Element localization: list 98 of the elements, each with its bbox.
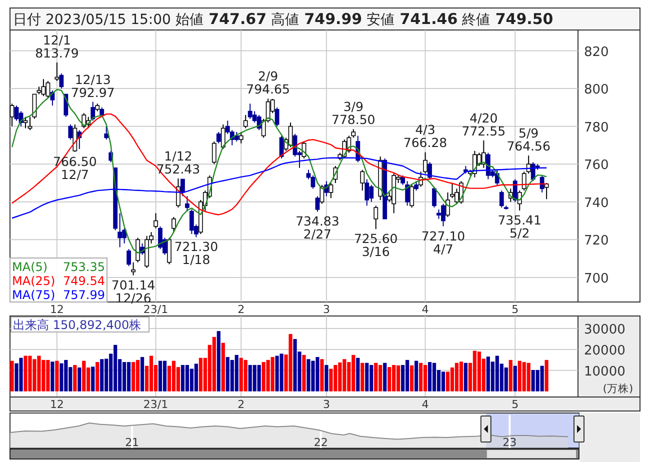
- x-tick-label: 21: [125, 436, 140, 449]
- annotation: 4/3 766.28: [403, 122, 448, 150]
- annotation: 2/9 794.65: [246, 68, 290, 97]
- annotation: 721.30 1/18: [174, 239, 218, 268]
- bar: [82, 360, 86, 392]
- bar: [428, 362, 432, 392]
- bar: [365, 362, 369, 392]
- annotation: 5/9 764.56: [506, 126, 550, 154]
- bar: [540, 366, 544, 392]
- bar: [194, 364, 198, 392]
- legend: MA(5) 753.35 MA(25) 749.54 MA(75) 757.99: [10, 258, 108, 302]
- y-tick-label: 760: [584, 158, 609, 174]
- bar: [302, 354, 306, 392]
- bar: [10, 360, 14, 392]
- bar: [78, 367, 82, 392]
- bar: [55, 360, 59, 392]
- bar: [244, 360, 248, 392]
- bar: [221, 342, 225, 392]
- bar: [329, 368, 333, 392]
- bar: [388, 367, 392, 392]
- bar: [450, 367, 454, 392]
- x-tick-label: 23/1: [143, 303, 168, 316]
- bar: [158, 360, 162, 392]
- y-tick-label: 30000: [584, 322, 626, 338]
- annotation: 1/12 752.43: [156, 148, 200, 176]
- annotation: 727.10 4/7: [421, 228, 466, 256]
- y-tick-label: 740: [584, 196, 609, 211]
- y-tick-label: 820: [584, 44, 609, 60]
- y-tick-label: 700: [584, 271, 609, 286]
- bar: [320, 359, 324, 392]
- x-tick-label: 12: [50, 303, 64, 316]
- bar: [360, 362, 364, 392]
- bar: [60, 363, 64, 392]
- annotation: 4/20 772.55: [462, 110, 506, 138]
- bar: [459, 362, 464, 392]
- bar: [374, 362, 378, 392]
- annotation: 12/1 813.79: [35, 32, 79, 61]
- bar: [216, 331, 220, 392]
- bar: [454, 362, 459, 392]
- chart-title: 日付 2023/05/15 15:00 始値 747.67 高値 749.99 安値 741.46 終値 749.50: [13, 10, 554, 28]
- chart-title: 出来高 150,892,400株: [13, 318, 142, 332]
- x-tick-label: 22: [314, 436, 328, 449]
- bar: [185, 364, 190, 392]
- x-tick-label: 2: [238, 398, 245, 411]
- y-tick-label: 20000: [584, 343, 626, 358]
- y-tick-label: 720: [584, 234, 609, 249]
- y-axis-title: (万株): [602, 382, 634, 395]
- bar: [324, 364, 328, 392]
- bar: [418, 362, 423, 392]
- y-tick-label: 800: [584, 82, 609, 98]
- bar: [356, 358, 360, 392]
- bar: [212, 336, 216, 392]
- bar: [140, 357, 144, 392]
- bar: [446, 372, 450, 392]
- bar: [544, 360, 548, 392]
- x-tick-label: 3: [322, 303, 330, 316]
- annotation: 725.60 3/16: [354, 231, 398, 260]
- bar: [234, 354, 238, 392]
- annotation: 12/13 792.97: [71, 72, 115, 100]
- bar: [91, 366, 95, 392]
- bar: [50, 362, 54, 392]
- x-tick-label: 23: [502, 436, 517, 449]
- y-tick-label: 780: [584, 120, 609, 136]
- x-tick-label: 2: [238, 303, 245, 316]
- bar: [513, 366, 517, 392]
- bar: [132, 362, 136, 392]
- bar: [257, 364, 261, 392]
- x-tick-label: 23/1: [143, 398, 168, 411]
- bar: [172, 360, 176, 392]
- bar: [432, 362, 436, 392]
- bar: [410, 365, 414, 392]
- bar: [162, 360, 167, 392]
- x-tick-label: 5: [512, 303, 519, 316]
- bar: [73, 364, 77, 392]
- x-tick-label: 4: [422, 303, 429, 316]
- x-tick-label: 3: [322, 398, 330, 411]
- bar: [464, 362, 468, 392]
- bar: [100, 359, 104, 392]
- x-tick-label: 12: [50, 398, 64, 411]
- bar: [526, 362, 530, 392]
- bar: [383, 362, 387, 392]
- bar: [96, 362, 100, 392]
- x-tick-label: 4: [422, 398, 429, 411]
- annotation: 3/9 778.50: [332, 99, 376, 128]
- annotation: 701.14 12/26: [111, 277, 156, 306]
- annotation: 734.83 2/27: [296, 214, 340, 242]
- annotation: 735.41 5/2: [498, 212, 542, 241]
- x-tick-label: 5: [512, 398, 519, 411]
- bar: [504, 367, 508, 392]
- y-tick-label: 10000: [584, 364, 626, 380]
- bar: [414, 360, 418, 392]
- bar: [180, 364, 185, 392]
- bar: [136, 360, 140, 392]
- bar: [441, 372, 446, 392]
- bar: [423, 364, 428, 392]
- bar: [508, 360, 512, 392]
- bar: [270, 357, 274, 392]
- bar: [149, 356, 154, 392]
